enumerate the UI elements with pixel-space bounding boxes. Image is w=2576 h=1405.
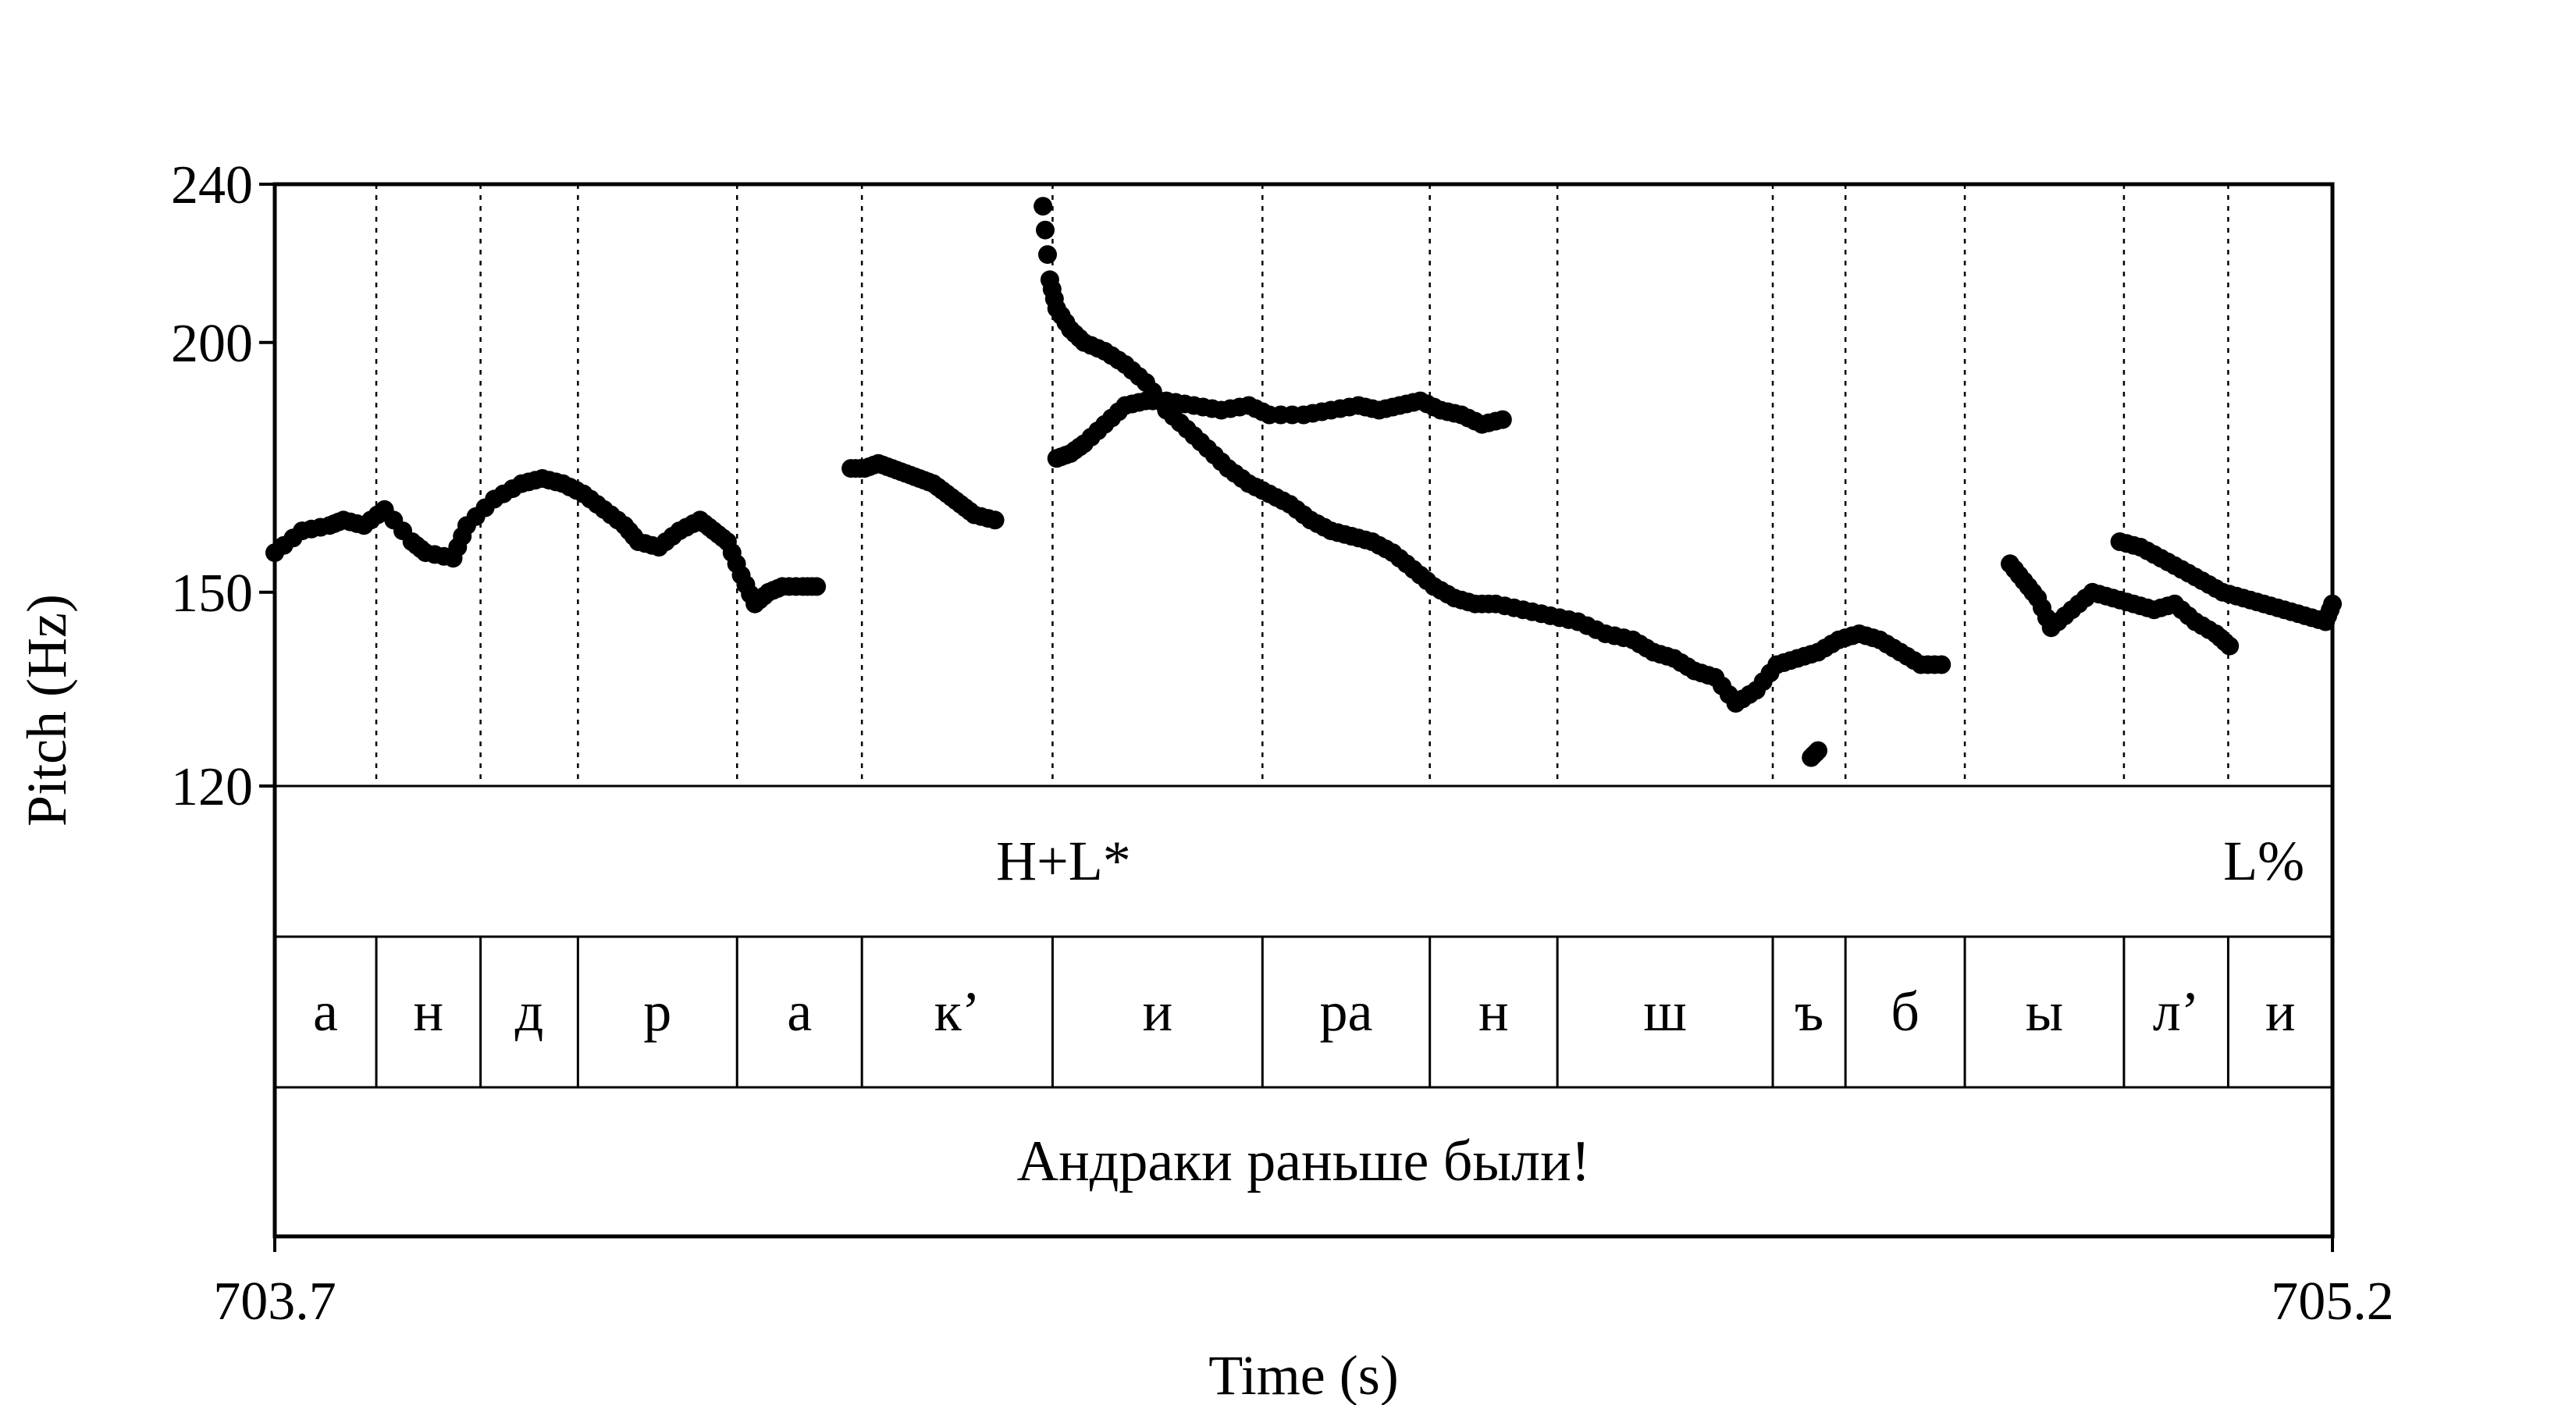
pitch-point xyxy=(1809,741,1827,760)
sentence-text: Андраки раньше были! xyxy=(1017,1129,1591,1193)
intonation-label: H+L* xyxy=(996,830,1131,892)
segment-label: и xyxy=(1143,980,1173,1043)
y-tick-label: 240 xyxy=(171,155,253,215)
pitch-point xyxy=(1036,220,1055,240)
segment-label: д xyxy=(515,980,544,1043)
segment-tier: а н д р а к’ и ра н ш ъ б ы л’ и xyxy=(313,980,2295,1043)
intonation-label: L% xyxy=(2223,830,2304,892)
segment-label: ш xyxy=(1643,980,1686,1043)
pitch-point xyxy=(1493,410,1512,429)
x-axis-label: Time (s) xyxy=(1208,1344,1398,1405)
y-axis-ticks: 240 200 150 120 xyxy=(171,155,275,817)
y-tick-label: 150 xyxy=(171,564,253,624)
y-axis-label: Pitch (Hz) xyxy=(16,594,78,827)
segment-label: б xyxy=(1891,980,1920,1043)
pitch-point xyxy=(807,577,827,596)
y-tick-label: 200 xyxy=(171,314,253,374)
segment-label: ъ xyxy=(1795,980,1823,1043)
pitch-point xyxy=(2220,636,2240,656)
x-tick-left: 703.7 xyxy=(213,1272,336,1332)
plot-frame xyxy=(272,182,2335,1239)
x-tick-right: 705.2 xyxy=(2271,1272,2394,1332)
segment-boundaries xyxy=(375,184,2229,1087)
segment-label: ра xyxy=(1319,980,1372,1043)
segment-label: а xyxy=(313,980,338,1043)
pitch-point xyxy=(985,510,1005,530)
pitch-point xyxy=(1932,655,1952,674)
pitch-point xyxy=(1034,197,1053,216)
segment-label: н xyxy=(414,980,444,1043)
segment-label: р xyxy=(643,980,671,1043)
y-tick-label: 120 xyxy=(171,757,253,817)
segment-label: л’ xyxy=(2153,980,2200,1043)
pitch-point xyxy=(1038,245,1057,265)
segment-label: и xyxy=(2265,980,2296,1043)
segment-label: к’ xyxy=(934,980,980,1043)
segment-label: н xyxy=(1478,980,1509,1043)
segment-label: ы xyxy=(2026,980,2063,1043)
segment-label: а xyxy=(787,980,812,1043)
intonation-tier: H+L* L% xyxy=(996,830,2304,892)
pitch-track xyxy=(265,197,2342,767)
